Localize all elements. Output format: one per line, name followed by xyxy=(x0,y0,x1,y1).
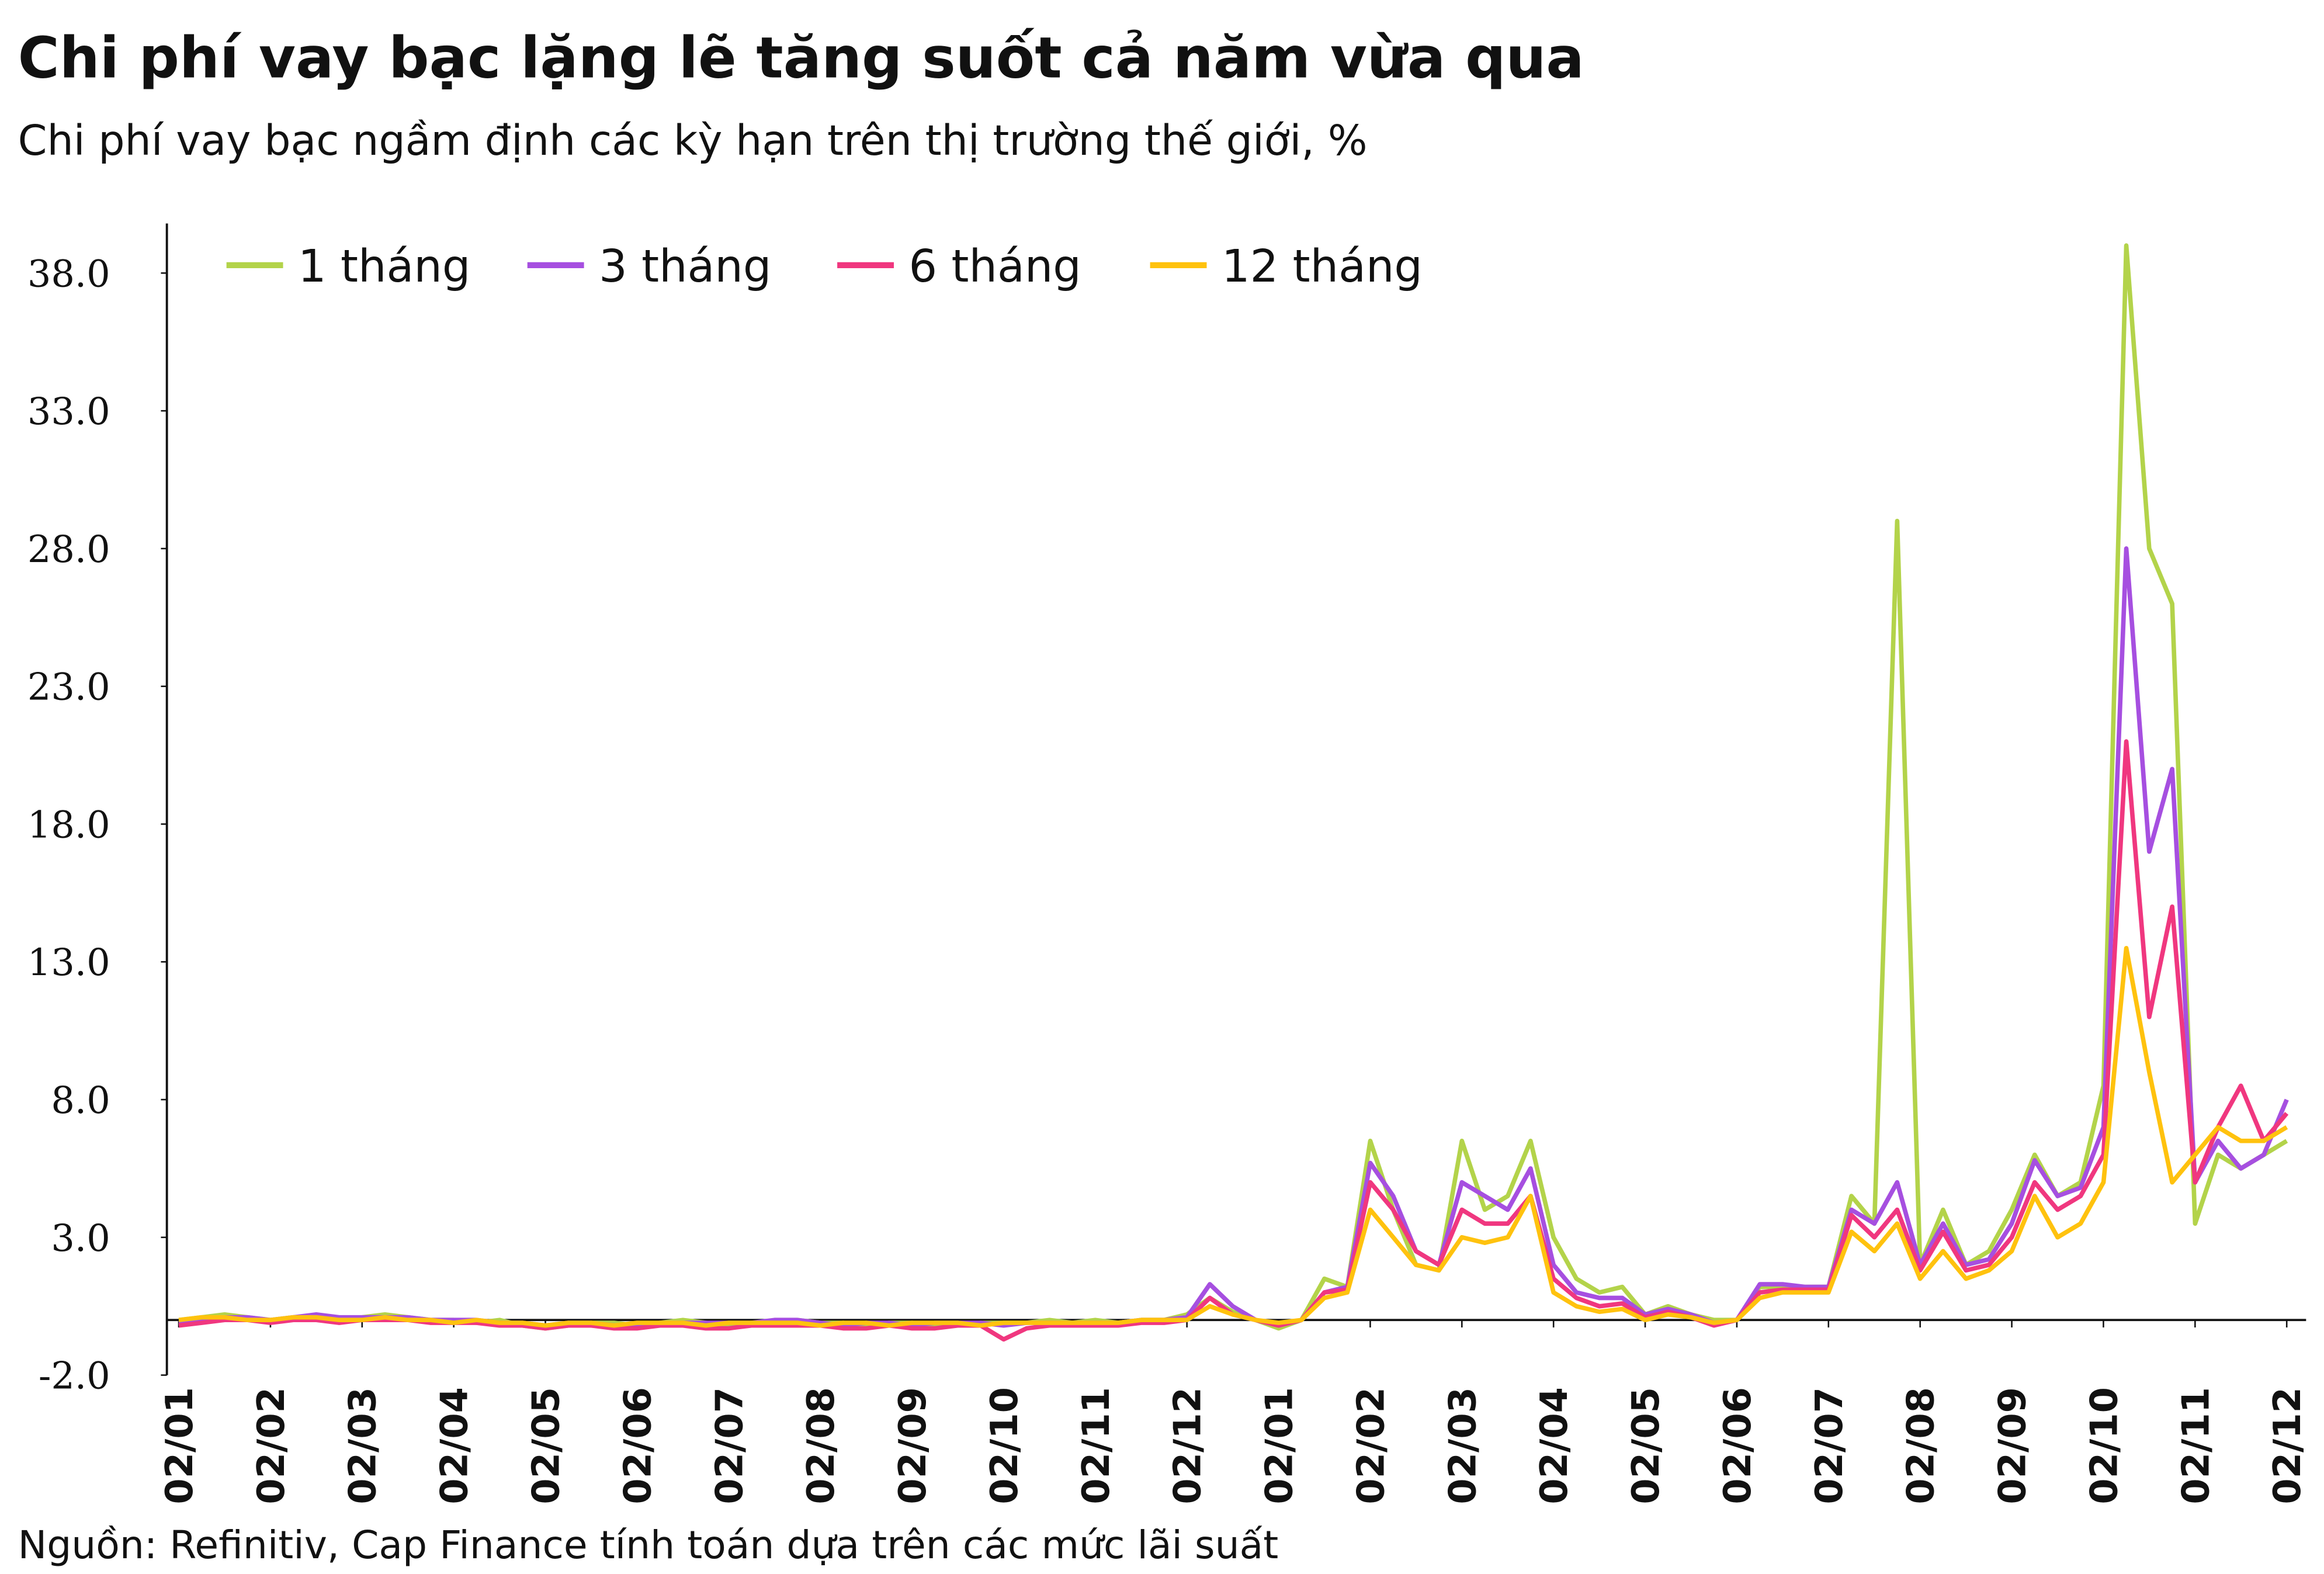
x-tick-label: 02/08 xyxy=(1900,1387,1943,1504)
x-tick-label: 02/08 xyxy=(800,1387,843,1504)
legend-label: 3 tháng xyxy=(599,241,771,293)
chart-subtitle: Chi phí vay bạc ngầm định các kỳ hạn trê… xyxy=(18,116,1368,165)
x-tick-label: 02/12 xyxy=(1167,1387,1210,1504)
y-tick-label: 13.0 xyxy=(27,941,110,984)
x-tick-label: 02/06 xyxy=(1716,1387,1760,1504)
x-tick-label: 02/11 xyxy=(2174,1387,2218,1504)
series-line xyxy=(178,945,2288,1328)
x-tick-label: 02/03 xyxy=(342,1387,385,1504)
y-tick-label: 33.0 xyxy=(27,390,110,434)
source-note: Nguồn: Refinitiv, Cap Finance tính toán … xyxy=(18,1522,1279,1568)
x-tick-label: 02/01 xyxy=(158,1387,202,1504)
x-tick-label: 02/07 xyxy=(708,1387,751,1504)
series-line xyxy=(178,546,2289,1328)
legend-label: 6 tháng xyxy=(909,241,1081,293)
legend-label: 12 tháng xyxy=(1222,241,1423,293)
x-tick-label: 02/04 xyxy=(433,1387,477,1504)
legend-label: 1 tháng xyxy=(298,241,470,293)
series-line xyxy=(178,739,2289,1342)
y-tick-label: 8.0 xyxy=(51,1079,110,1122)
y-tick-label: 23.0 xyxy=(27,666,110,709)
x-tick-label: 02/06 xyxy=(616,1387,660,1504)
x-tick-label: 02/02 xyxy=(1350,1387,1393,1504)
x-tick-label: 02/10 xyxy=(2083,1387,2126,1504)
x-tick-label: 02/09 xyxy=(1992,1387,2035,1504)
chart-title: Chi phí vay bạc lặng lẽ tăng suốt cả năm… xyxy=(18,25,1584,91)
y-tick-label: -2.0 xyxy=(39,1355,110,1398)
x-tick-label: 02/05 xyxy=(525,1387,568,1504)
y-tick-label: 28.0 xyxy=(27,528,110,571)
x-tick-label: 02/04 xyxy=(1533,1387,1576,1504)
x-tick-label: 02/09 xyxy=(892,1387,935,1504)
x-tick-label: 02/01 xyxy=(1258,1387,1302,1504)
y-tick-label: 38.0 xyxy=(27,252,110,296)
y-tick-label: 3.0 xyxy=(51,1217,110,1260)
series-line xyxy=(178,243,2288,1331)
x-tick-label: 02/02 xyxy=(250,1387,293,1504)
y-tick-label: 18.0 xyxy=(27,803,110,847)
x-tick-label: 02/07 xyxy=(1808,1387,1851,1504)
x-tick-label: 02/10 xyxy=(983,1387,1026,1504)
x-tick-label: 02/11 xyxy=(1075,1387,1118,1504)
x-tick-label: 02/12 xyxy=(2266,1387,2309,1504)
x-tick-label: 02/05 xyxy=(1625,1387,1668,1504)
x-tick-label: 02/03 xyxy=(1441,1387,1484,1504)
